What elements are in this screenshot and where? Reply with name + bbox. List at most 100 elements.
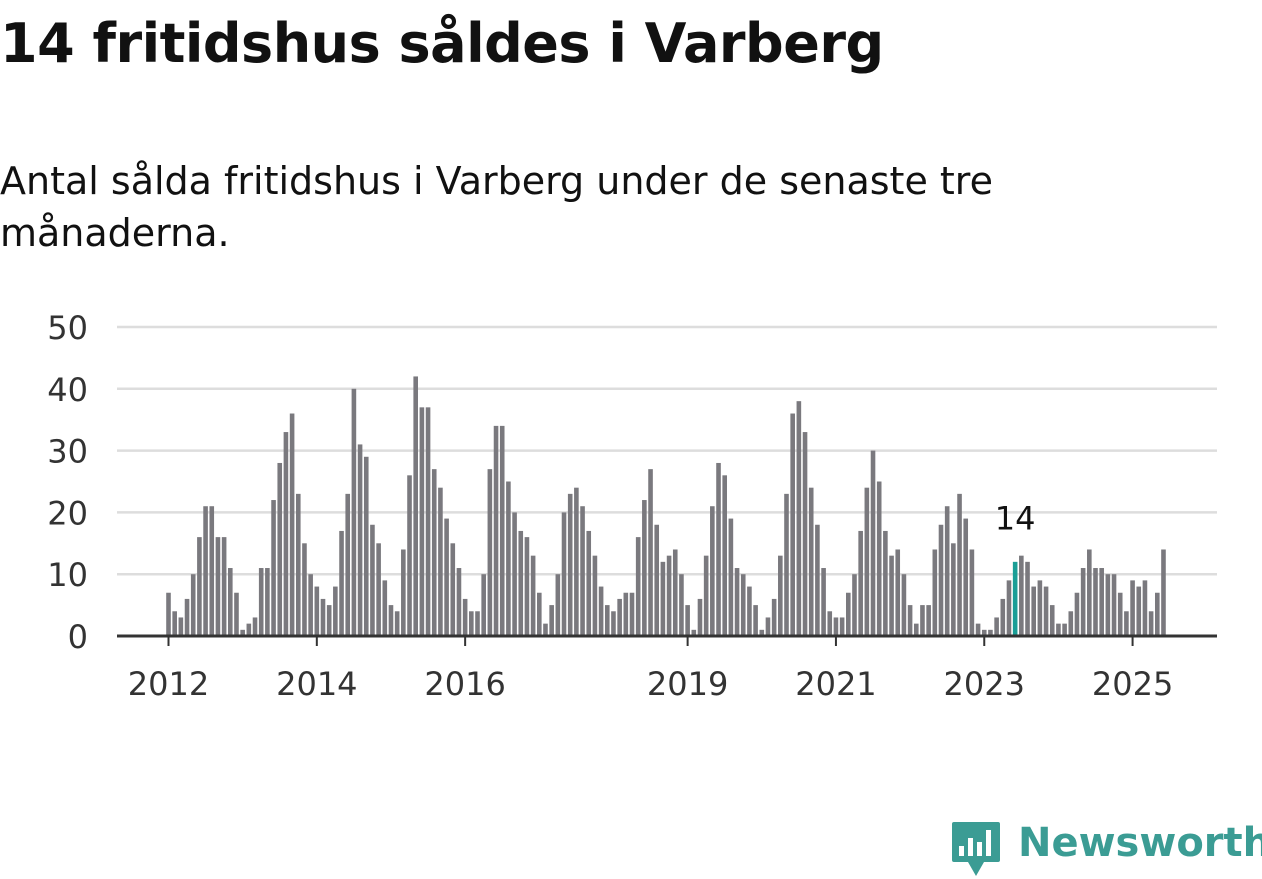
bar — [852, 574, 857, 636]
bar — [574, 487, 579, 636]
bar — [561, 512, 567, 636]
bar — [289, 413, 295, 636]
bar — [808, 487, 814, 636]
y-tick-label: 30 — [47, 433, 88, 471]
bar — [302, 543, 307, 636]
bar — [839, 617, 845, 636]
bar — [642, 500, 647, 636]
bar — [747, 586, 752, 636]
bar — [382, 580, 388, 636]
bar — [326, 605, 332, 636]
bar — [623, 592, 629, 636]
y-tick-label: 0 — [68, 618, 88, 656]
bar — [512, 512, 517, 636]
bar-highlight — [1012, 561, 1018, 636]
bar — [666, 555, 672, 636]
bar — [740, 574, 746, 636]
bar — [345, 493, 351, 636]
bar — [425, 407, 431, 636]
bar — [271, 500, 276, 636]
bar — [537, 592, 542, 636]
bar — [357, 444, 363, 636]
x-tick-label: 2021 — [795, 665, 876, 703]
bar — [846, 592, 851, 636]
bar — [1105, 574, 1111, 636]
bar — [166, 592, 171, 636]
bar — [277, 462, 283, 636]
bar — [209, 506, 215, 636]
bar — [802, 432, 808, 636]
bar — [493, 425, 499, 636]
bar — [1080, 568, 1086, 636]
bar — [604, 605, 610, 636]
bar — [320, 598, 326, 636]
bar — [1006, 580, 1012, 636]
bar — [178, 617, 184, 636]
bar — [926, 605, 931, 636]
bar — [1142, 580, 1148, 636]
x-axis: 2012 2014 2016 2019 2021 2023 2025 — [117, 634, 1217, 703]
bar — [883, 530, 888, 636]
bar — [981, 629, 987, 636]
bar — [252, 617, 258, 636]
bar — [401, 549, 406, 636]
bar — [413, 376, 418, 636]
bar — [530, 555, 536, 636]
bar — [549, 605, 554, 636]
bar — [258, 568, 264, 636]
bar — [1000, 598, 1006, 636]
bar — [469, 611, 474, 636]
bar — [1087, 549, 1092, 636]
chart-title: 14 fritidshus såldes i Varberg — [0, 12, 884, 75]
x-tick-label: 2016 — [424, 665, 505, 703]
bar — [333, 586, 338, 636]
brand-name: Newsworthy — [1018, 820, 1262, 866]
bar — [796, 401, 802, 636]
bar — [499, 425, 505, 636]
bar — [1155, 592, 1160, 636]
bar — [1062, 623, 1067, 636]
bar — [444, 518, 449, 636]
bar — [994, 617, 999, 636]
bar — [370, 524, 375, 636]
bar — [907, 605, 913, 636]
data-label-latest: 14 — [995, 499, 1036, 537]
bar — [938, 524, 944, 636]
bar — [456, 568, 462, 636]
newsworthy-logo-icon — [952, 822, 1000, 876]
bar — [716, 462, 721, 636]
bar — [555, 574, 561, 636]
y-axis-ticks: 0 10 20 30 40 50 — [47, 309, 88, 656]
bar — [648, 469, 653, 636]
bar — [753, 605, 758, 636]
bar — [1117, 592, 1123, 636]
bar — [524, 537, 530, 636]
bar — [784, 493, 789, 636]
bar — [827, 611, 833, 636]
bar — [685, 605, 690, 636]
bar — [1099, 568, 1104, 636]
chart-subtitle: Antal sålda fritidshus i Varberg under d… — [0, 159, 993, 255]
bar — [487, 469, 493, 636]
bar — [567, 493, 573, 636]
bar — [864, 487, 870, 636]
bar — [988, 629, 993, 636]
bar — [815, 524, 820, 636]
bar — [246, 623, 252, 636]
bar — [407, 475, 412, 636]
x-tick-label: 2023 — [944, 665, 1025, 703]
bar — [858, 530, 863, 636]
bar — [913, 623, 919, 636]
bar — [1025, 561, 1030, 636]
bar — [635, 537, 641, 636]
bar — [765, 617, 771, 636]
y-tick-label: 10 — [47, 556, 88, 594]
bar — [1019, 555, 1024, 636]
bar — [901, 574, 907, 636]
bar — [1031, 586, 1036, 636]
bar — [932, 549, 938, 636]
bar — [1049, 605, 1055, 636]
bar — [351, 388, 357, 636]
bar — [703, 555, 709, 636]
bar — [790, 413, 795, 636]
